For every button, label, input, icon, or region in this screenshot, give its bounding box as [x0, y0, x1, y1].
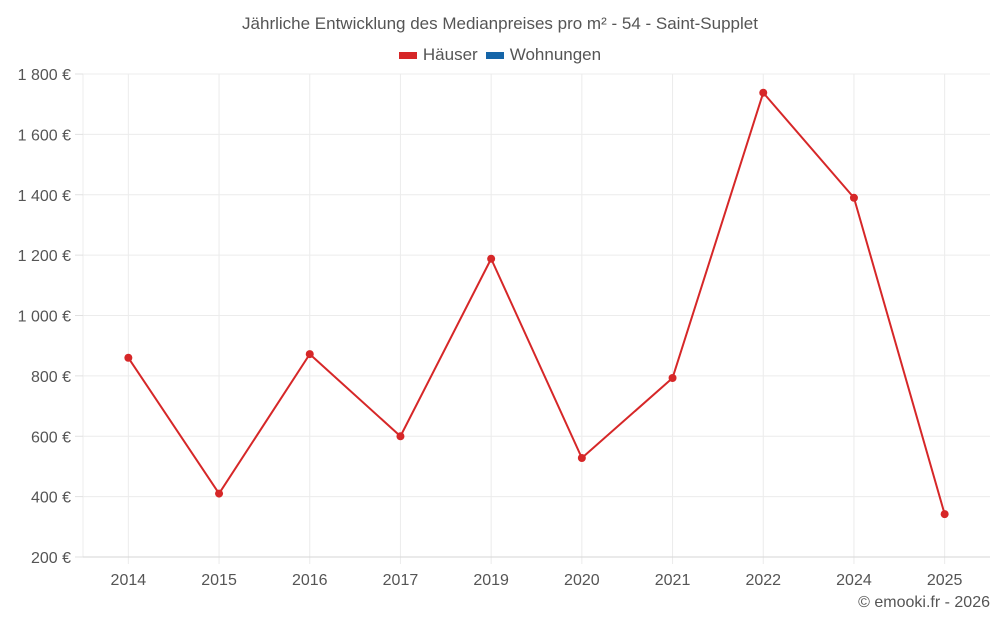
series-houses [124, 88, 949, 519]
y-axis: 200 € 400 € 600 € 800 € 1 000 € 1 200 € 1 400 … [18, 67, 83, 567]
legend-label-apartments: Wohnungen [509, 45, 602, 64]
x-axis: 2014 2015 2016 2017 2019 2020 2021 2022 2024 2025 [83, 556, 990, 589]
legend-item-apartments[interactable]: Wohnungen [485, 45, 602, 65]
chart-legend: Häuser Wohnungen [0, 45, 1000, 65]
data-point [849, 193, 858, 202]
y-tick-label: 1 200 € [18, 248, 71, 265]
x-tick-label: 2016 [292, 572, 328, 589]
y-tick-label: 1 600 € [18, 127, 71, 144]
y-tick-label: 1 000 € [18, 309, 71, 326]
data-point [759, 88, 768, 97]
x-tick-label: 2024 [836, 572, 872, 589]
legend-swatch-apartments [485, 51, 504, 59]
data-point [396, 432, 405, 441]
credit-text: © emooki.fr - 2026 [858, 594, 990, 611]
legend-label-houses: Häuser [422, 45, 478, 64]
legend-swatch-houses [398, 51, 417, 59]
y-tick-label: 1 800 € [18, 67, 71, 84]
chart-title: Jährliche Entwicklung des Medianpreises … [242, 14, 758, 33]
x-tick-label: 2014 [111, 572, 147, 589]
x-tick-label: 2017 [383, 572, 419, 589]
data-point [305, 350, 314, 359]
y-tick-label: 200 € [31, 550, 71, 567]
x-tick-label: 2022 [745, 572, 781, 589]
data-point [215, 489, 224, 498]
data-point [124, 353, 133, 362]
data-point [487, 254, 496, 263]
x-tick-label: 2020 [564, 572, 600, 589]
data-point [668, 373, 677, 382]
x-tick-label: 2025 [927, 572, 963, 589]
legend-item-houses[interactable]: Häuser [398, 45, 478, 65]
x-tick-label: 2019 [473, 572, 509, 589]
data-point [577, 453, 586, 462]
grid-lines [82, 73, 990, 564]
data-point [940, 510, 949, 519]
y-tick-label: 600 € [31, 429, 71, 446]
x-tick-label: 2021 [655, 572, 691, 589]
y-tick-label: 1 400 € [18, 188, 71, 205]
y-tick-label: 400 € [31, 490, 71, 507]
y-tick-label: 800 € [31, 369, 71, 386]
series-line [127, 91, 946, 515]
x-tick-label: 2015 [201, 572, 237, 589]
